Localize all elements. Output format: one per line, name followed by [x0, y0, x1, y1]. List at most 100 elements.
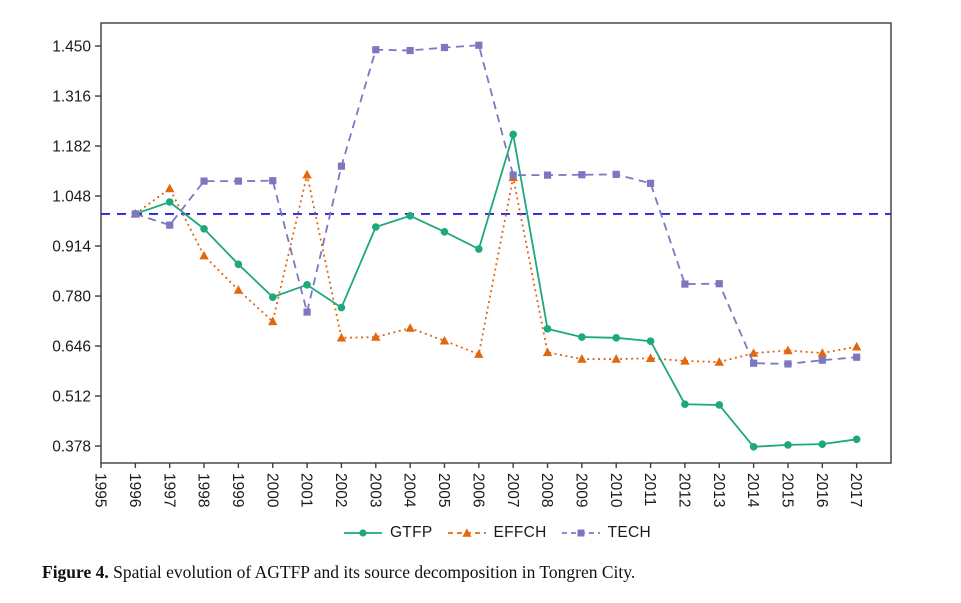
- effch-data-marker: [645, 353, 656, 363]
- gtfp-data-marker: [475, 245, 483, 253]
- gtfp-data-marker: [406, 211, 414, 220]
- effch-data-marker: [268, 316, 278, 326]
- chart-legend: GTFP EFFCH TECH: [343, 524, 651, 542]
- x-axis-tick-label: 2005: [435, 473, 452, 507]
- legend-label-effch: EFFCH: [493, 524, 547, 541]
- effch-data-marker: [371, 332, 381, 341]
- tech-data-marker: [681, 280, 689, 288]
- tech-data-marker: [234, 177, 242, 185]
- x-axis-tick-label: 1997: [160, 473, 177, 507]
- legend-label-tech: TECH: [607, 524, 652, 541]
- tech-series-line: [135, 44, 857, 365]
- gtfp-data-marker: [578, 333, 586, 341]
- gtfp-data-marker: [234, 260, 243, 269]
- effch-legend-symbol-icon: [447, 528, 486, 537]
- figure-caption-label: Figure 4.: [42, 562, 109, 582]
- x-axis-tick-label: 2013: [710, 473, 727, 507]
- gtfp-data-marker: [646, 337, 655, 345]
- legend-marker: [461, 528, 471, 537]
- gtfp-data-marker: [371, 223, 380, 231]
- gtfp-data-marker: [440, 228, 449, 236]
- effch-data-marker: [714, 357, 724, 366]
- gtfp-data-marker: [200, 225, 208, 233]
- y-axis-tick-label: 0.646: [52, 338, 91, 355]
- effch-data-marker: [611, 354, 621, 363]
- gtfp-data-marker: [818, 440, 827, 448]
- tech-data-marker: [406, 46, 414, 55]
- x-axis-tick-label: 1996: [126, 473, 143, 507]
- tech-data-marker: [612, 170, 620, 178]
- gtfp-data-marker: [612, 334, 621, 342]
- x-axis-tick-label: 2015: [779, 473, 796, 507]
- effch-data-marker: [783, 345, 793, 355]
- tech-data-marker: [818, 356, 826, 364]
- x-axis-tick-label: 1995: [92, 473, 109, 507]
- y-axis-tick-label: 1.182: [52, 138, 91, 155]
- tech-data-marker: [543, 171, 552, 179]
- effch-data-marker: [474, 349, 484, 358]
- x-axis-tick-label: 1999: [229, 473, 246, 507]
- effch-data-marker: [164, 183, 175, 193]
- x-axis-tick-label: 2000: [263, 473, 280, 508]
- tech-data-marker: [509, 171, 517, 179]
- effch-data-marker: [680, 356, 690, 365]
- gtfp-data-marker: [784, 441, 792, 449]
- y-axis-tick-label: 0.780: [52, 288, 91, 305]
- y-axis-tick-label: 0.378: [52, 438, 91, 455]
- gtfp-series-line: [135, 134, 857, 448]
- effch-data-marker: [405, 323, 415, 332]
- effch-data-marker: [302, 169, 312, 179]
- x-axis-tick-label: 2002: [332, 473, 349, 507]
- effch-data-marker: [542, 347, 553, 357]
- effch-data-marker: [577, 354, 587, 363]
- gtfp-data-marker: [303, 281, 311, 289]
- x-axis-tick-label: 2006: [469, 473, 486, 507]
- legend-item-gtfp: GTFP: [343, 524, 433, 542]
- gtfp-data-marker: [715, 401, 724, 409]
- figure-caption-body: Spatial evolution of AGTFP and its sourc…: [108, 562, 636, 582]
- x-axis-tick-label: 2017: [847, 473, 864, 507]
- legend-marker: [359, 529, 367, 537]
- effch-data-marker: [851, 341, 862, 351]
- x-axis-tick-label: 1998: [195, 473, 212, 507]
- x-axis-tick-label: 2003: [366, 473, 383, 507]
- gtfp-data-marker: [749, 442, 758, 451]
- tech-data-marker: [372, 46, 380, 54]
- tech-data-marker: [784, 360, 792, 368]
- effch-data-marker: [748, 348, 759, 357]
- effch-data-marker: [336, 332, 347, 342]
- effch-data-marker: [233, 285, 244, 294]
- x-axis-tick-label: 2008: [538, 473, 555, 507]
- x-axis-tick-label: 2009: [572, 473, 589, 507]
- x-axis-tick-label: 2007: [504, 473, 521, 507]
- tech-data-marker: [750, 359, 758, 367]
- tech-data-marker: [646, 179, 655, 187]
- legend-item-effch: EFFCH: [446, 524, 546, 542]
- tech-data-marker: [715, 280, 723, 288]
- gtfp-data-marker: [852, 435, 861, 444]
- gtfp-data-marker: [681, 400, 689, 409]
- legend-label-gtfp: GTFP: [389, 524, 433, 541]
- tech-data-marker: [166, 221, 174, 229]
- tech-data-marker: [131, 210, 139, 218]
- x-axis-tick-label: 2004: [401, 473, 418, 508]
- tech-data-marker: [303, 308, 311, 316]
- y-axis-tick-label: 1.316: [52, 88, 91, 105]
- gtfp-data-marker: [337, 303, 346, 312]
- effch-data-marker: [439, 335, 450, 345]
- x-axis-tick-label: 2016: [813, 473, 830, 507]
- effch-series-line: [134, 174, 857, 363]
- gtfp-legend-symbol-icon: [343, 529, 382, 537]
- gtfp-data-marker: [165, 198, 174, 206]
- effch-data-marker: [199, 250, 209, 260]
- line-chart: 1.450 1.316 1.182 1.048 0.914 0.780 0.646 0.512…: [52, 22, 892, 508]
- x-axis-tick-label: 2001: [298, 473, 315, 507]
- y-axis-tick-label: 1.048: [52, 188, 91, 205]
- x-axis-tick-label: 2010: [607, 473, 624, 508]
- x-axis-tick-label: 2012: [675, 473, 692, 507]
- gtfp-data-marker: [543, 325, 552, 333]
- x-axis-tick-label: 2011: [641, 473, 658, 506]
- legend-item-tech: TECH: [561, 524, 651, 542]
- tech-data-marker: [440, 43, 449, 52]
